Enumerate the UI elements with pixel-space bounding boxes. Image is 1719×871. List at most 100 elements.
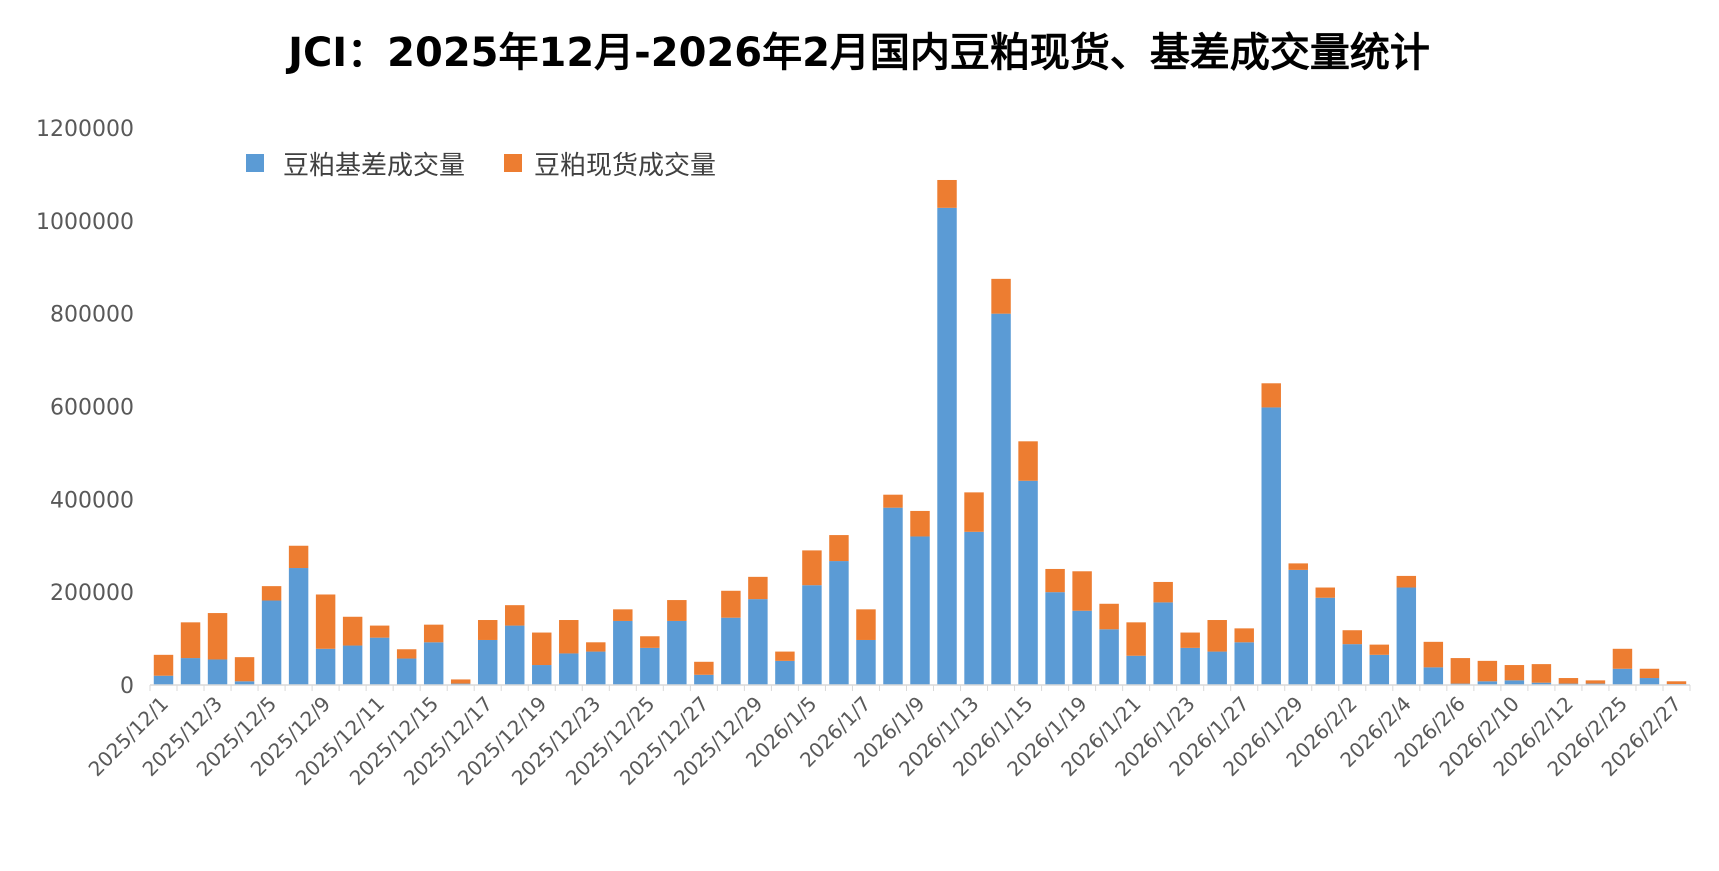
bar-basis	[180, 658, 201, 685]
legend-swatch-spot	[504, 154, 522, 172]
bar-spot	[829, 535, 849, 562]
bar-basis	[532, 665, 552, 685]
bar-basis	[1639, 678, 1660, 685]
y-tick-label: 600000	[50, 396, 134, 421]
bar-spot	[1018, 441, 1038, 481]
bar-spot	[964, 492, 984, 532]
bar-spot	[342, 616, 363, 646]
bar-basis	[234, 681, 255, 685]
bar-spot	[1099, 603, 1119, 630]
bar-spot	[721, 590, 741, 618]
bar-spot	[1153, 581, 1173, 603]
bar-spot	[910, 510, 930, 537]
bar-basis	[856, 639, 876, 685]
bar-basis	[1504, 680, 1525, 685]
bar-basis	[1423, 667, 1444, 685]
bar-basis	[1234, 642, 1254, 685]
bar-basis	[369, 637, 390, 685]
bar-spot	[640, 636, 660, 648]
bar-spot	[991, 278, 1011, 314]
bar-spot	[1342, 630, 1363, 645]
bar-basis	[613, 620, 633, 685]
bar-basis	[586, 651, 606, 685]
bar-spot	[1504, 665, 1525, 681]
chart-title: JCI：2025年12月-2026年2月国内豆粕现货、基差成交量统计	[285, 30, 1430, 76]
bar-basis	[1531, 682, 1552, 685]
bar-basis	[1072, 610, 1092, 685]
bar-basis	[1288, 569, 1308, 685]
bar-spot	[1072, 571, 1092, 611]
y-tick-label: 1000000	[36, 210, 134, 235]
y-tick-label: 400000	[50, 488, 134, 513]
bar-basis	[748, 599, 768, 685]
bar-basis	[1018, 480, 1038, 685]
bar-spot	[802, 550, 822, 586]
bar-basis	[153, 675, 174, 685]
bar-spot	[1045, 568, 1065, 593]
legend: 豆粕基差成交量 豆粕现货成交量	[246, 151, 716, 181]
bar-basis	[1315, 597, 1335, 685]
bar-spot	[1531, 664, 1552, 683]
bar-spot	[396, 649, 417, 659]
bar-basis	[937, 207, 957, 685]
bar-basis	[477, 639, 498, 685]
bar-basis	[1261, 407, 1281, 685]
y-tick-label: 800000	[50, 303, 134, 328]
bar-spot	[423, 624, 444, 643]
bar-basis	[640, 647, 660, 685]
bar-spot	[559, 620, 579, 654]
bar-basis	[1342, 644, 1363, 685]
bar-basis	[1369, 654, 1390, 685]
bar-spot	[532, 632, 552, 666]
bar-basis	[775, 660, 795, 685]
legend-swatch-basis	[246, 154, 264, 172]
bar-basis	[667, 620, 687, 685]
bar-basis	[1180, 647, 1200, 685]
bar-basis	[1126, 655, 1146, 685]
bar-spot	[477, 620, 498, 640]
bar-spot	[1558, 678, 1579, 684]
bar-basis	[721, 617, 741, 685]
bars	[153, 179, 1687, 685]
bar-spot	[1126, 622, 1146, 656]
bar-basis	[288, 568, 309, 685]
bar-spot	[883, 494, 903, 508]
bar-basis	[802, 585, 822, 685]
bar-basis	[1099, 629, 1119, 685]
bar-spot	[748, 576, 768, 600]
bar-spot	[694, 661, 714, 675]
bar-spot	[288, 545, 309, 569]
bar-basis	[991, 313, 1011, 685]
bar-spot	[369, 625, 390, 638]
bar-spot	[613, 609, 633, 621]
y-axis: 0 200000 400000 600000 800000 1000000 1200000	[36, 117, 134, 699]
bar-spot	[207, 613, 228, 660]
bar-spot	[505, 605, 525, 626]
bar-spot	[1261, 383, 1281, 408]
bar-basis	[964, 531, 984, 685]
bar-basis	[559, 653, 579, 685]
x-axis: 2025/12/12025/12/32025/12/52025/12/92025…	[84, 684, 1691, 790]
legend-label-spot: 豆粕现货成交量	[534, 151, 716, 181]
bar-spot	[1288, 563, 1308, 570]
bar-spot	[1477, 660, 1498, 682]
bar-basis	[883, 507, 903, 685]
bar-basis	[1153, 602, 1173, 685]
bar-basis	[910, 536, 930, 685]
bar-basis	[505, 625, 525, 685]
bar-basis	[342, 645, 363, 685]
bar-spot	[1396, 575, 1417, 588]
bar-spot	[1639, 668, 1660, 679]
bar-basis	[694, 674, 714, 685]
bar-spot	[1315, 587, 1335, 598]
bar-spot	[1585, 680, 1606, 684]
bar-spot	[1207, 620, 1227, 652]
bar-basis	[423, 642, 444, 685]
legend-label-basis: 豆粕基差成交量	[283, 151, 465, 181]
bar-spot	[1450, 658, 1471, 684]
bar-basis	[207, 659, 228, 685]
bar-spot	[153, 654, 174, 676]
bar-spot	[1234, 628, 1254, 643]
y-tick-label: 200000	[50, 581, 134, 606]
